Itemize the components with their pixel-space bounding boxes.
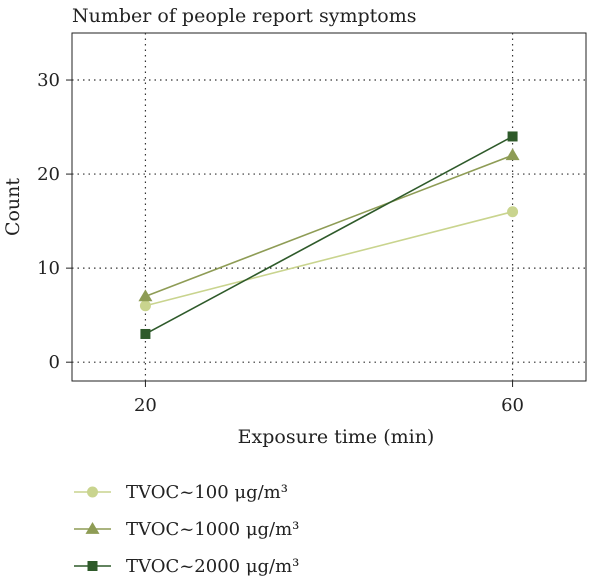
legend-label-2: TVOC~1000 μg/m³ [126, 519, 299, 540]
x-tick-label: 20 [134, 395, 157, 416]
legend-marker-circle [87, 486, 98, 498]
axes: 0 10 20 30 20 60 [37, 70, 524, 416]
plot-area [71, 32, 587, 382]
data-point-square [507, 131, 518, 142]
y-axis-label: Count [2, 178, 24, 236]
data-point-circle [507, 206, 519, 218]
data-point-triangle [505, 148, 520, 161]
x-axis-label: Exposure time (min) [238, 426, 435, 448]
legend: TVOC~100 μg/m³ TVOC~1000 μg/m³ TVOC~2000 μ… [74, 482, 299, 577]
legend-marker-triangle [85, 522, 100, 534]
y-tick-label: 0 [49, 352, 60, 373]
data-point-square [140, 328, 151, 339]
series-line-3 [145, 135, 513, 335]
legend-label-3: TVOC~2000 μg/m³ [126, 556, 299, 577]
chart-title: Number of people report symptoms [72, 5, 416, 27]
series-line-2 [145, 154, 513, 298]
data-point-circle [139, 300, 151, 312]
series-layer [138, 131, 520, 339]
legend-label-1: TVOC~100 μg/m³ [126, 482, 288, 503]
x-tick-label: 60 [501, 395, 524, 416]
y-tick-label: 20 [37, 164, 60, 185]
legend-marker-square [87, 561, 98, 571]
grid-lines [72, 33, 586, 381]
data-point-triangle [138, 289, 153, 302]
series-line-1 [145, 210, 513, 307]
y-tick-label: 30 [37, 70, 60, 91]
y-tick-label: 10 [37, 258, 60, 279]
